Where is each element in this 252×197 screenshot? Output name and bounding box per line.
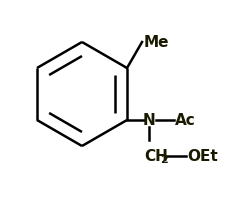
Text: OEt: OEt — [186, 149, 217, 164]
Text: 2: 2 — [160, 155, 167, 165]
Text: CH: CH — [143, 149, 167, 164]
Text: N: N — [142, 112, 155, 127]
Text: Me: Me — [143, 34, 169, 49]
Text: Ac: Ac — [174, 112, 195, 127]
